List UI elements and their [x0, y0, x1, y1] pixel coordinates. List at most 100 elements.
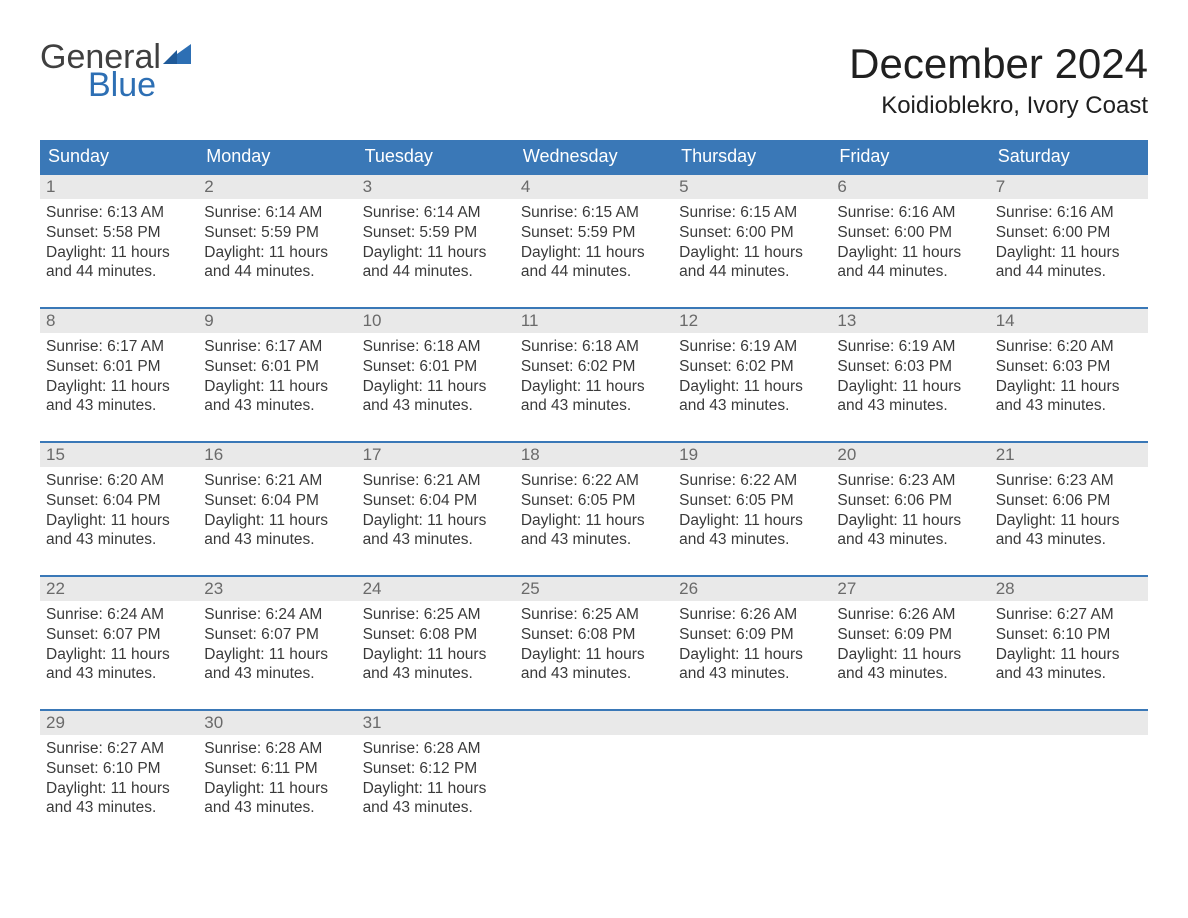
day-daylight2: and 44 minutes. — [996, 262, 1142, 282]
day-sunrise: Sunrise: 6:24 AM — [204, 605, 350, 625]
day-cell: 19Sunrise: 6:22 AMSunset: 6:05 PMDayligh… — [673, 443, 831, 561]
day-daylight2: and 44 minutes. — [46, 262, 192, 282]
day-daylight2: and 43 minutes. — [46, 396, 192, 416]
day-sunset: Sunset: 6:04 PM — [46, 491, 192, 511]
day-details: Sunrise: 6:16 AMSunset: 6:00 PMDaylight:… — [990, 199, 1148, 282]
day-sunset: Sunset: 5:58 PM — [46, 223, 192, 243]
week-row: 1 Sunrise: 6:13 AMSunset: 5:58 PM Daylight… — [40, 173, 1148, 293]
day-details: Sunrise: 6:23 AMSunset: 6:06 PMDaylight:… — [831, 467, 989, 550]
day-daylight1: Daylight: 11 hours — [679, 243, 825, 263]
day-number — [831, 711, 989, 735]
day-sunrise: Sunrise: 6:15 AM — [679, 203, 825, 223]
day-sunrise: Sunrise: 6:18 AM — [363, 337, 509, 357]
day-sunrise: Sunrise: 6:24 AM — [46, 605, 192, 625]
day-number: 19 — [673, 443, 831, 467]
day-cell: 2Sunrise: 6:14 AMSunset: 5:59 PMDaylight… — [198, 175, 356, 293]
day-number: 28 — [990, 577, 1148, 601]
day-cell — [990, 711, 1148, 829]
day-number: 23 — [198, 577, 356, 601]
day-daylight1: Daylight: 11 hours — [46, 377, 192, 397]
day-sunrise: Sunrise: 6:17 AM — [46, 337, 192, 357]
day-sunrise: Sunrise: 6:15 AM — [521, 203, 667, 223]
day-number: 22 — [40, 577, 198, 601]
day-daylight2: and 43 minutes. — [363, 530, 509, 550]
day-daylight1: Daylight: 11 hours — [46, 645, 192, 665]
day-number: 2 — [198, 175, 356, 199]
day-sunrise: Sunrise: 6:13 AM — [46, 203, 192, 223]
day-daylight1: Daylight: 11 hours — [837, 645, 983, 665]
day-number: 31 — [357, 711, 515, 735]
day-details: Sunrise: 6:16 AMSunset: 6:00 PMDaylight:… — [831, 199, 989, 282]
day-sunset: Sunset: 6:03 PM — [837, 357, 983, 377]
day-sunrise: Sunrise: 6:19 AM — [837, 337, 983, 357]
day-sunrise: Sunrise: 6:16 AM — [996, 203, 1142, 223]
day-details: Sunrise: 6:14 AMSunset: 5:59 PMDaylight:… — [357, 199, 515, 282]
day-sunset: Sunset: 6:07 PM — [204, 625, 350, 645]
day-sunrise: Sunrise: 6:23 AM — [996, 471, 1142, 491]
day-number — [515, 711, 673, 735]
day-number: 10 — [357, 309, 515, 333]
day-details: Sunrise: 6:27 AMSunset: 6:10 PMDaylight:… — [990, 601, 1148, 684]
logo-flag-icon — [163, 44, 191, 68]
day-details: Sunrise: 6:22 AMSunset: 6:05 PMDaylight:… — [515, 467, 673, 550]
logo: General Blue — [40, 40, 191, 102]
day-sunset: Sunset: 6:00 PM — [837, 223, 983, 243]
logo-text-blue: Blue — [40, 68, 191, 102]
day-sunrise: Sunrise: 6:16 AM — [837, 203, 983, 223]
day-sunrise: Sunrise: 6:28 AM — [363, 739, 509, 759]
day-number: 1 — [40, 175, 198, 199]
day-sunrise: Sunrise: 6:14 AM — [363, 203, 509, 223]
day-sunset: Sunset: 6:02 PM — [521, 357, 667, 377]
day-daylight2: and 43 minutes. — [837, 396, 983, 416]
day-daylight1: Daylight: 11 hours — [996, 243, 1142, 263]
day-sunset: Sunset: 6:09 PM — [837, 625, 983, 645]
day-number: 29 — [40, 711, 198, 735]
day-sunset: Sunset: 6:05 PM — [679, 491, 825, 511]
day-details: Sunrise: 6:21 AMSunset: 6:04 PMDaylight:… — [357, 467, 515, 550]
day-details: Sunrise: 6:15 AMSunset: 5:59 PMDaylight:… — [515, 199, 673, 282]
day-sunset: Sunset: 6:01 PM — [363, 357, 509, 377]
day-daylight1: Daylight: 11 hours — [679, 645, 825, 665]
day-cell: 23Sunrise: 6:24 AMSunset: 6:07 PMDayligh… — [198, 577, 356, 695]
day-cell — [673, 711, 831, 829]
day-sunrise: Sunrise: 6:18 AM — [521, 337, 667, 357]
day-details: Sunrise: 6:18 AMSunset: 6:01 PMDaylight:… — [357, 333, 515, 416]
day-sunset: Sunset: 6:08 PM — [363, 625, 509, 645]
day-sunrise: Sunrise: 6:21 AM — [204, 471, 350, 491]
day-cell: 29Sunrise: 6:27 AMSunset: 6:10 PMDayligh… — [40, 711, 198, 829]
day-cell: 22Sunrise: 6:24 AMSunset: 6:07 PMDayligh… — [40, 577, 198, 695]
day-daylight2: and 43 minutes. — [837, 530, 983, 550]
day-cell: 6Sunrise: 6:16 AMSunset: 6:00 PMDaylight… — [831, 175, 989, 293]
day-cell: 15Sunrise: 6:20 AMSunset: 6:04 PMDayligh… — [40, 443, 198, 561]
day-number: 6 — [831, 175, 989, 199]
day-number: 12 — [673, 309, 831, 333]
day-sunset: Sunset: 6:12 PM — [363, 759, 509, 779]
day-details: Sunrise: 6:20 AMSunset: 6:03 PMDaylight:… — [990, 333, 1148, 416]
day-cell: 5Sunrise: 6:15 AMSunset: 6:00 PMDaylight… — [673, 175, 831, 293]
day-cell: 18Sunrise: 6:22 AMSunset: 6:05 PMDayligh… — [515, 443, 673, 561]
day-details: Sunrise: 6:17 AMSunset: 6:01 PMDaylight:… — [40, 333, 198, 416]
day-cell: 4Sunrise: 6:15 AMSunset: 5:59 PMDaylight… — [515, 175, 673, 293]
day-sunrise: Sunrise: 6:27 AM — [46, 739, 192, 759]
day-sunrise: Sunrise: 6:17 AM — [204, 337, 350, 357]
day-number: 11 — [515, 309, 673, 333]
day-sunset: Sunset: 6:08 PM — [521, 625, 667, 645]
day-cell: 10Sunrise: 6:18 AMSunset: 6:01 PMDayligh… — [357, 309, 515, 427]
day-details: Sunrise: 6:21 AMSunset: 6:04 PMDaylight:… — [198, 467, 356, 550]
weekday-label: Thursday — [673, 140, 831, 173]
day-sunrise: Sunrise: 6:22 AM — [679, 471, 825, 491]
day-daylight2: and 43 minutes. — [204, 396, 350, 416]
day-daylight2: and 44 minutes. — [204, 262, 350, 282]
day-details: Sunrise: 6:26 AMSunset: 6:09 PMDaylight:… — [673, 601, 831, 684]
day-cell: 11Sunrise: 6:18 AMSunset: 6:02 PMDayligh… — [515, 309, 673, 427]
day-daylight2: and 43 minutes. — [363, 664, 509, 684]
day-cell: 8Sunrise: 6:17 AMSunset: 6:01 PMDaylight… — [40, 309, 198, 427]
day-cell: 30Sunrise: 6:28 AMSunset: 6:11 PMDayligh… — [198, 711, 356, 829]
day-daylight2: and 43 minutes. — [204, 798, 350, 818]
day-sunset: Sunset: 6:00 PM — [996, 223, 1142, 243]
day-daylight2: and 43 minutes. — [837, 664, 983, 684]
day-daylight1: Daylight: 11 hours — [204, 511, 350, 531]
day-details: Sunrise: 6:15 AMSunset: 6:00 PMDaylight:… — [673, 199, 831, 282]
day-daylight2: and 43 minutes. — [46, 530, 192, 550]
day-daylight1: Daylight: 11 hours — [363, 243, 509, 263]
